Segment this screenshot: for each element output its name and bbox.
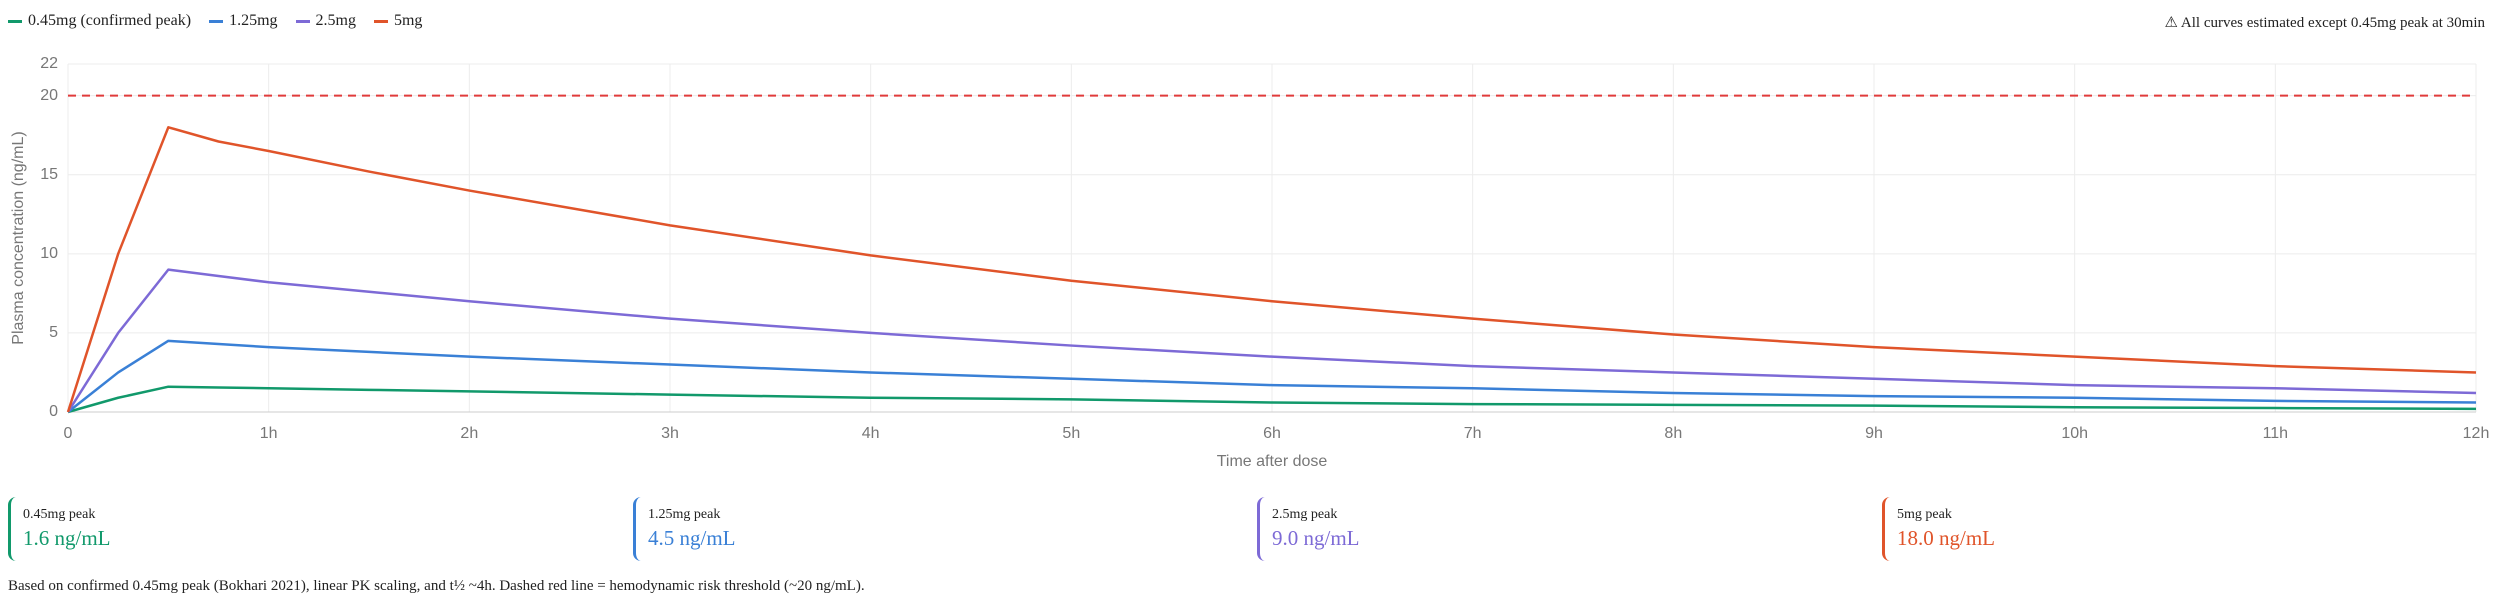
legend-swatch (295, 19, 310, 23)
x-tick-label: 8h (1664, 425, 1682, 442)
legend-swatch (8, 19, 22, 23)
x-tick-label: 7h (1464, 425, 1482, 442)
x-tick-label: 9h (1865, 425, 1883, 442)
y-tick-label: 20 (40, 87, 58, 104)
peak-value: 9.0 ng/mL (1272, 526, 1360, 550)
x-tick-label: 2h (460, 425, 478, 442)
peak-label: 5mg peak (1897, 507, 1952, 522)
peak-value: 18.0 ng/mL (1897, 526, 1995, 550)
series-line (66, 126, 2477, 413)
x-tick-label: 11h (2263, 425, 2289, 442)
x-tick-label: 4h (862, 425, 880, 442)
peak-value: 4.5 ng/mL (648, 526, 736, 550)
y-axis-title: Plasma concentration (ng/mL) (10, 131, 27, 344)
legend-label: 5mg (393, 12, 423, 29)
chart: Time after dose Plasma concentration (ng… (10, 55, 2490, 470)
peak-card: 2.5mg peak 9.0 ng/mL (1257, 497, 1857, 561)
x-tick-label: 6h (1263, 425, 1281, 442)
legend-label: 1.25mg (229, 12, 278, 29)
x-tick-label: 0 (64, 425, 73, 442)
legend-swatch (209, 19, 224, 23)
peak-label: 2.5mg peak (1272, 507, 1338, 522)
peak-value: 1.6 ng/mL (23, 526, 111, 550)
peak-label: 1.25mg peak (648, 507, 721, 522)
peak-card: 0.45mg peak 1.6 ng/mL (8, 497, 608, 561)
legend-item: 1.25mg (209, 12, 278, 30)
y-tick-label: 5 (49, 324, 58, 341)
x-axis-title: Time after dose (1217, 453, 1328, 470)
y-tick-label: 15 (40, 166, 58, 183)
x-tick-label: 10h (2061, 425, 2088, 442)
legend-item: 0.45mg (confirmed peak) (8, 12, 191, 30)
legend: 0.45mg (confirmed peak) 1.25mg 2.5mg 5mg (8, 12, 422, 30)
legend-label: 0.45mg (confirmed peak) (28, 12, 192, 29)
y-tick-label: 10 (40, 245, 58, 262)
series-line (66, 268, 2477, 413)
legend-label: 2.5mg (315, 12, 356, 29)
legend-swatch (373, 19, 388, 23)
series-line (67, 339, 2477, 413)
x-tick-label: 5h (1062, 425, 1080, 442)
x-tick-label: 1h (260, 425, 278, 442)
legend-item: 5mg (373, 12, 423, 30)
series-line (67, 385, 2477, 414)
y-tick-label: 22 (40, 55, 58, 72)
peak-card: 1.25mg peak 4.5 ng/mL (633, 497, 1233, 561)
x-tick-label: 12h (2463, 425, 2490, 442)
y-tick-label: 0 (49, 403, 58, 420)
peak-label: 0.45mg peak (23, 507, 96, 522)
footnote: Based on confirmed 0.45mg peak (Bokhari … (8, 578, 865, 594)
x-tick-label: 3h (661, 425, 679, 442)
peak-card: 5mg peak 18.0 ng/mL (1882, 497, 2482, 561)
note: ⚠ All curves estimated except 0.45mg pea… (2164, 15, 2485, 31)
legend-item: 2.5mg (295, 12, 356, 30)
